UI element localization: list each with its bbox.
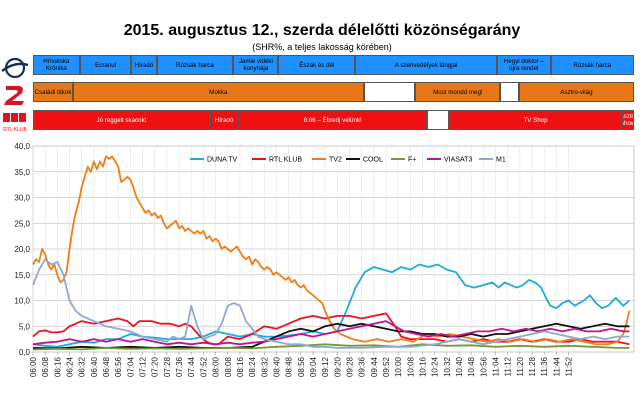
legend-label: COOL bbox=[363, 157, 383, 164]
program-block: Jamie vidéki konyhája bbox=[233, 55, 279, 75]
x-tick-label: 10:24 bbox=[431, 356, 440, 377]
program-block bbox=[500, 82, 519, 102]
program-block: Asztro show bbox=[622, 110, 634, 130]
legend-label: RTL KLUB bbox=[269, 157, 302, 164]
x-tick-label: 08:08 bbox=[224, 356, 233, 377]
x-tick-label: 08:40 bbox=[272, 356, 281, 377]
x-tick-label: 08:56 bbox=[297, 356, 306, 377]
x-tick-label: 09:52 bbox=[382, 356, 391, 377]
x-tick-label: 11:12 bbox=[504, 356, 513, 376]
y-tick-label: 30,0 bbox=[14, 194, 30, 203]
audience-share-chart: 0,05,010,015,020,025,030,035,040,006:00 0… bbox=[14, 142, 635, 377]
schedule-track-duna-tv: Hírvatska Krónika Ecranul Híradó Rózsák har… bbox=[33, 55, 634, 75]
y-tick-label: 40,0 bbox=[14, 142, 30, 151]
x-tick-label: 06:00 bbox=[29, 356, 38, 377]
series-line-tv2 bbox=[32, 155, 631, 346]
x-tick-label: 06:56 bbox=[114, 356, 123, 377]
x-tick-label: 07:28 bbox=[163, 356, 172, 377]
y-tick-label: 0,0 bbox=[19, 348, 31, 357]
x-tick-label: 11:44 bbox=[552, 356, 561, 376]
x-tick-label: 08:16 bbox=[236, 356, 245, 377]
x-tick-label: 11:20 bbox=[516, 356, 525, 376]
y-tick-label: 35,0 bbox=[14, 168, 30, 177]
program-block: Most mondd meg! bbox=[415, 82, 501, 102]
x-tick-label: 08:00 bbox=[212, 356, 221, 377]
x-tick-label: 07:44 bbox=[187, 356, 196, 377]
y-tick-label: 5,0 bbox=[19, 322, 31, 331]
x-tick-label: 06:24 bbox=[66, 356, 75, 377]
program-block: Családi titkok bbox=[33, 82, 74, 102]
x-tick-label: 08:32 bbox=[260, 356, 269, 377]
legend-label: DUNA TV bbox=[207, 157, 238, 164]
x-tick-label: 09:04 bbox=[309, 356, 318, 377]
legend-label: TV2 bbox=[329, 157, 342, 164]
x-tick-label: 07:04 bbox=[126, 356, 135, 377]
x-tick-label: 06:08 bbox=[41, 356, 50, 377]
x-tick-label: 06:40 bbox=[90, 356, 99, 377]
series-line-viasat3 bbox=[32, 320, 630, 346]
schedule-track-tv2: Családi titkok Mokka Most mondd meg! Asztro… bbox=[33, 82, 634, 102]
program-block: Hegyi doktor – újra rendel bbox=[497, 55, 551, 75]
y-tick-label: 25,0 bbox=[14, 219, 30, 228]
legend-label: M1 bbox=[496, 157, 506, 164]
y-tick-label: 20,0 bbox=[14, 245, 30, 254]
program-block: TV Shop bbox=[448, 110, 623, 130]
x-tick-label: 10:32 bbox=[443, 356, 452, 377]
program-block: Jó reggelt skacok! bbox=[33, 110, 210, 130]
y-tick-label: 10,0 bbox=[14, 297, 30, 306]
program-block bbox=[363, 82, 416, 102]
x-tick-label: 07:12 bbox=[139, 356, 148, 377]
schedule-track-rtl-klub: Jó reggelt skacok! Híradó 8:06 – Ébredj ve… bbox=[33, 110, 634, 130]
x-tick-label: 11:28 bbox=[528, 356, 537, 376]
x-tick-label: 06:32 bbox=[78, 356, 87, 377]
x-tick-label: 09:28 bbox=[345, 356, 354, 377]
x-tick-label: 11:52 bbox=[565, 356, 574, 376]
x-tick-label: 11:36 bbox=[540, 356, 549, 376]
x-tick-label: 10:56 bbox=[479, 356, 488, 377]
program-block bbox=[426, 110, 449, 130]
x-tick-label: 09:36 bbox=[358, 356, 367, 377]
program-block: Ecranul bbox=[79, 55, 132, 75]
x-tick-label: 07:36 bbox=[175, 356, 184, 377]
series-line-m1 bbox=[32, 258, 630, 349]
program-block: Híradó bbox=[209, 110, 239, 130]
program-block: Asztro-világ bbox=[518, 82, 634, 102]
program-block: Híradó bbox=[131, 55, 157, 75]
series-line-f- bbox=[32, 343, 630, 351]
chart-subtitle: (SHR%, a teljes lakosság körében) bbox=[252, 42, 392, 52]
x-tick-label: 10:00 bbox=[394, 356, 403, 377]
x-tick-label: 08:24 bbox=[248, 356, 257, 377]
series-line-cool bbox=[32, 322, 630, 350]
program-block: Mokka bbox=[73, 82, 364, 102]
x-tick-label: 10:40 bbox=[455, 356, 464, 377]
tv2-logo-icon bbox=[4, 86, 24, 105]
x-tick-label: 09:12 bbox=[321, 356, 330, 377]
program-block: Hírvatska Krónika bbox=[33, 55, 80, 75]
series-line-duna-tv bbox=[32, 263, 630, 348]
legend-label: F+ bbox=[408, 157, 416, 164]
duna-tv-logo-icon bbox=[1, 57, 29, 79]
program-block: Rózsák harca bbox=[550, 55, 634, 75]
x-tick-label: 10:48 bbox=[467, 356, 476, 377]
x-tick-label: 10:08 bbox=[406, 356, 415, 377]
x-tick-label: 06:48 bbox=[102, 356, 111, 377]
rtl-logo-text: RTL KLUB bbox=[3, 127, 27, 133]
x-tick-label: 09:44 bbox=[370, 356, 379, 377]
x-tick-label: 06:16 bbox=[53, 356, 62, 377]
program-block: A szenvedélyek lángjai bbox=[355, 55, 498, 75]
x-tick-label: 11:04 bbox=[492, 356, 501, 376]
chart-title: 2015. augusztus 12., szerda délelőtti kö… bbox=[123, 22, 521, 39]
x-tick-label: 07:52 bbox=[199, 356, 208, 377]
y-tick-label: 15,0 bbox=[14, 271, 30, 280]
rtl-klub-logo-icon: RTL KLUB bbox=[3, 113, 27, 133]
legend-label: VIASAT3 bbox=[444, 157, 472, 164]
x-tick-label: 10:16 bbox=[419, 356, 428, 377]
x-tick-label: 08:48 bbox=[285, 356, 294, 377]
x-tick-label: 07:20 bbox=[151, 356, 160, 377]
program-block: Rózsák harca bbox=[156, 55, 234, 75]
program-block: Észak és dél bbox=[278, 55, 356, 75]
x-tick-label: 09:20 bbox=[333, 356, 342, 377]
program-block: 8:06 – Ébredj velünk! bbox=[238, 110, 427, 130]
